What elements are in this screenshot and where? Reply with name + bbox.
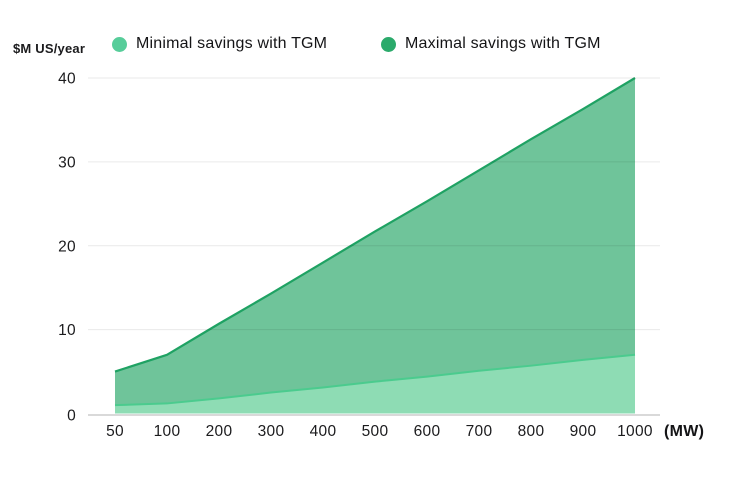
y-tick-label-40: 40 bbox=[58, 71, 76, 88]
legend-dot-maximal-icon bbox=[381, 36, 396, 52]
x-tick-label-500: 500 bbox=[362, 423, 389, 440]
legend-dot-minimal-icon bbox=[112, 36, 127, 52]
y-tick-label-20: 20 bbox=[58, 238, 76, 255]
x-tick-label-600: 600 bbox=[414, 423, 441, 440]
line-maximal-savings bbox=[114, 77, 636, 373]
y-tick-label-10: 10 bbox=[58, 322, 76, 339]
x-tick-label-200: 200 bbox=[206, 423, 233, 440]
legend-label-maximal: Maximal savings with TGM bbox=[405, 35, 601, 52]
x-tick-label-400: 400 bbox=[310, 423, 337, 440]
x-tick-label-800: 800 bbox=[518, 423, 545, 440]
x-tick-label-700: 700 bbox=[466, 423, 493, 440]
line-minimal-savings bbox=[114, 353, 636, 407]
y-tick-label-30: 30 bbox=[58, 154, 76, 171]
x-tick-label-300: 300 bbox=[258, 423, 285, 440]
x-tick-label-50: 50 bbox=[106, 423, 124, 440]
legend-label-minimal: Minimal savings with TGM bbox=[136, 35, 328, 52]
y-axis-title: $M US/year bbox=[13, 41, 86, 56]
x-tick-label-1000: 1000 bbox=[617, 423, 653, 440]
y-tick-label-0: 0 bbox=[67, 408, 76, 425]
x-tick-label-100: 100 bbox=[154, 423, 181, 440]
x-tick-label-900: 900 bbox=[570, 423, 597, 440]
legend-item-minimal-savings: Minimal savings with TGM bbox=[112, 34, 327, 54]
x-axis-unit-label: (MW) bbox=[664, 423, 705, 440]
legend-item-maximal-savings: Maximal savings with TGM bbox=[381, 34, 601, 54]
area-maximal-savings bbox=[115, 78, 635, 414]
area-minimal-savings bbox=[115, 354, 635, 414]
